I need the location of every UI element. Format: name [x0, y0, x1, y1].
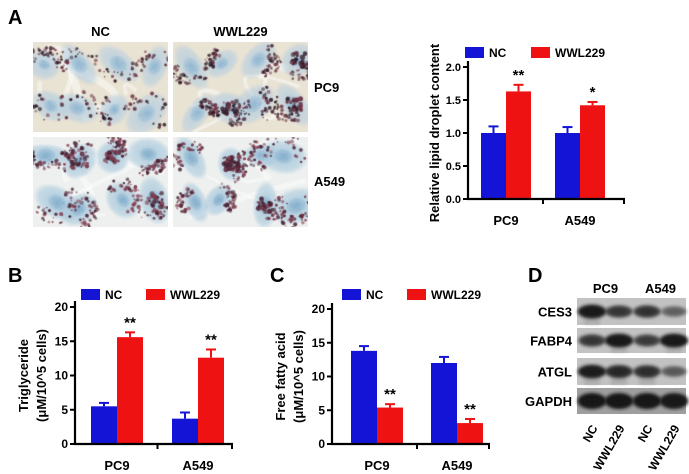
micrograph-pc9-wwl229 — [173, 42, 308, 132]
blot-protein-label-atgl: ATGL — [538, 365, 572, 380]
legend-swatch-wwl229 — [146, 289, 165, 300]
blot-protein-label-gapdh: GAPDH — [525, 394, 572, 409]
legend-label-wwl229: WWL229 — [431, 288, 481, 302]
bar-pc9-wwl229 — [506, 91, 531, 199]
blot-band-core — [583, 336, 601, 345]
legend-swatch-nc — [81, 289, 100, 300]
panel-d-label: D — [528, 265, 543, 287]
x-category-label: PC9 — [493, 213, 518, 228]
significance-mark: ** — [464, 401, 476, 418]
y-tick-label: 5 — [318, 403, 325, 417]
blot-protein-label-ces3: CES3 — [538, 305, 572, 320]
significance-mark: ** — [124, 314, 136, 331]
significance-mark: ** — [513, 67, 525, 84]
blot-smear — [666, 342, 682, 353]
y-tick-label: 0.5 — [446, 161, 461, 173]
micro-row-label-pc9: PC9 — [314, 80, 340, 95]
y-axis-label: (μM/10^5 cells) — [291, 330, 306, 423]
chart-free-fatty-acid: NC WWL229 0 5 10 15 20 Free fatty acid (μM/10^5 … — [273, 288, 490, 473]
y-tick-label: 20 — [312, 302, 326, 316]
y-axis-label: Free fatty acid — [273, 332, 288, 420]
blot-band-core — [582, 396, 602, 406]
y-tick-label: 0 — [61, 437, 68, 451]
micrograph-a549-nc — [33, 137, 168, 227]
y-tick-label: 15 — [55, 334, 69, 348]
bar-pc9-nc — [91, 406, 117, 444]
significance-mark: * — [590, 84, 596, 101]
legend-label-nc: NC — [366, 288, 384, 302]
bar-pc9-wwl229 — [117, 337, 143, 444]
bar-pc9-wwl229 — [377, 407, 403, 444]
y-tick-label: 0.0 — [446, 194, 461, 206]
legend-label-nc: NC — [105, 288, 123, 302]
y-tick-label: 20 — [55, 300, 69, 314]
blot-col-header-a549: A549 — [645, 281, 676, 296]
bar-pc9-nc — [351, 350, 377, 444]
blot-smear — [639, 373, 655, 385]
blot-col-header-pc9: PC9 — [593, 281, 618, 296]
significance-mark: ** — [384, 386, 396, 403]
bar-a549-nc — [555, 133, 580, 199]
legend-label-nc: NC — [489, 46, 507, 60]
blot-band-core — [609, 396, 629, 406]
chart-triglyceride: NC WWL229 0 5 10 15 20 Triglyceride (μM/10^5 cel… — [16, 288, 233, 473]
panel-c-label: C — [270, 265, 285, 287]
x-category-label: A549 — [564, 213, 595, 228]
blot-lane-label-1: NC — [580, 422, 601, 444]
x-category-label: PC9 — [104, 458, 129, 473]
blot-lane-label-3: NC — [635, 422, 656, 444]
bar-pc9-nc — [481, 133, 506, 199]
bar-a549-nc — [172, 418, 198, 444]
y-tick-label: 5 — [61, 403, 68, 417]
blot-band-core — [665, 308, 683, 315]
chart-relative-lipid-droplet-content: NC WWL229 0.0 0.5 1.0 1.5 2.0 Relative lipid dr… — [427, 43, 625, 228]
panel-b-label: B — [8, 265, 23, 287]
blot-smear — [611, 373, 627, 385]
y-tick-label: 1.0 — [446, 128, 461, 140]
micro-row-label-a549: A549 — [314, 174, 346, 189]
legend-label-wwl229: WWL229 — [555, 46, 605, 60]
blot-smear — [584, 373, 600, 385]
y-tick-label: 2.0 — [446, 62, 461, 74]
blot-band-core — [610, 307, 628, 316]
blot-band-core — [638, 336, 656, 345]
bar-a549-wwl229 — [457, 423, 483, 444]
blot-band-core — [665, 368, 683, 375]
y-tick-label: 10 — [312, 370, 326, 384]
blot-band-core — [637, 396, 657, 406]
legend-swatch-wwl229 — [531, 47, 550, 58]
micrograph-a549-wwl229 — [173, 137, 308, 227]
legend-swatch-nc — [465, 47, 484, 58]
blot-band-core — [638, 367, 656, 376]
y-axis-label: Triglyceride — [16, 339, 31, 412]
y-tick-label: 1.5 — [446, 95, 461, 107]
x-category-label: A549 — [182, 458, 213, 473]
y-tick-label: 10 — [55, 369, 69, 383]
bar-a549-nc — [431, 363, 457, 444]
bar-a549-wwl229 — [198, 357, 224, 444]
blot-smear — [611, 342, 627, 353]
legend-swatch-nc — [342, 289, 361, 300]
micro-col-header-wwl229: WWL229 — [213, 24, 268, 39]
blot-band-core — [638, 307, 656, 316]
micrograph-pc9-nc — [33, 42, 168, 132]
significance-mark: ** — [205, 331, 217, 348]
blot-band-core — [609, 367, 629, 376]
bar-a549-wwl229 — [580, 105, 605, 199]
y-tick-label: 15 — [312, 336, 326, 350]
micro-col-header-nc: NC — [91, 24, 110, 39]
y-axis-label: (μM/10^5 cells) — [34, 329, 49, 422]
blot-band-core — [664, 396, 684, 406]
x-category-label: A549 — [441, 458, 472, 473]
legend-swatch-wwl229 — [407, 289, 426, 300]
panel-a-label: A — [8, 7, 23, 29]
blot-smear — [584, 313, 600, 325]
y-axis-label: Relative lipid droplet content — [427, 43, 442, 222]
blot-protein-label-fabp4: FABP4 — [530, 334, 573, 349]
x-category-label: PC9 — [364, 458, 389, 473]
y-tick-label: 0 — [318, 437, 325, 451]
legend-label-wwl229: WWL229 — [170, 288, 220, 302]
